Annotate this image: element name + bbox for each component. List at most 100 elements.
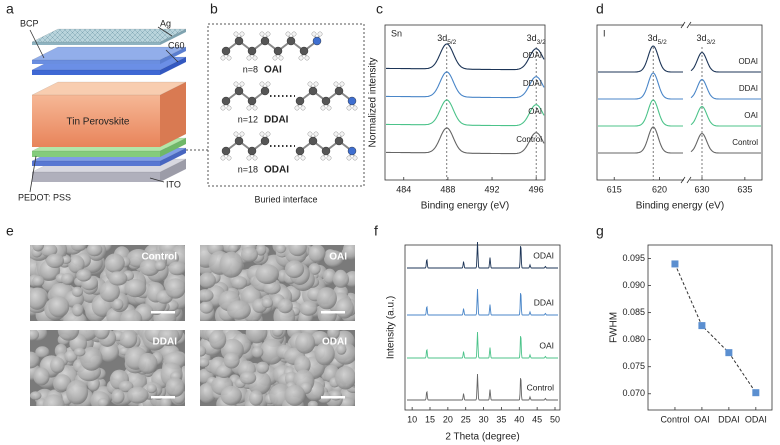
xrd-curve (407, 241, 558, 269)
grain (126, 386, 149, 404)
x-tick-label: 20 (443, 414, 453, 424)
grain (200, 358, 210, 368)
c-atom (321, 96, 331, 106)
grain (165, 377, 185, 397)
panel-label: e (6, 223, 14, 239)
grain (137, 352, 158, 374)
peak-label-sub: 5/2 (658, 39, 667, 46)
grain (80, 346, 103, 371)
h-atom (313, 131, 319, 137)
h-atom (339, 81, 345, 87)
x-tick-label: 630 (694, 184, 709, 194)
x-tick-label: 492 (485, 184, 500, 194)
grain (299, 300, 318, 316)
c-atom (321, 146, 331, 156)
molecule-name: DDAI (264, 115, 289, 126)
spectrum-curve (690, 78, 761, 100)
sem-label: Control (141, 252, 177, 263)
sem-label: DDAI (153, 337, 178, 348)
grain (97, 398, 109, 406)
plot-frame (384, 24, 546, 181)
grain (259, 338, 284, 365)
x-tick-label: 620 (652, 184, 667, 194)
h-atom (346, 105, 352, 111)
grain (311, 331, 329, 346)
h-atom (220, 155, 226, 161)
c-atom (247, 146, 257, 156)
c-atom (273, 46, 283, 56)
h-atom (294, 105, 300, 111)
grain (261, 298, 274, 308)
grain (73, 347, 86, 357)
grain (336, 343, 347, 355)
layer-side (160, 82, 186, 147)
grain (61, 273, 74, 285)
layer-front (32, 42, 160, 45)
spectrum-curve (690, 132, 761, 154)
h-atom (307, 131, 313, 137)
device-labels: BCP Ag C60 Tin Perovskite PEDOT: PSS ITO (18, 18, 208, 202)
layer-top (31, 28, 187, 43)
grain (329, 390, 342, 401)
spectrum-curve (386, 127, 545, 155)
grain (120, 309, 143, 321)
grain (71, 303, 84, 317)
c-atom (260, 136, 270, 146)
grain (139, 259, 160, 277)
h-atom (239, 81, 245, 87)
axis-break (684, 22, 690, 28)
leader (29, 155, 37, 193)
grain (316, 287, 337, 310)
plot-frame (647, 244, 773, 411)
x-tick-label: DDAI (718, 414, 740, 424)
grain (119, 330, 138, 349)
grain (323, 250, 344, 268)
grain (112, 298, 124, 311)
grain (30, 287, 47, 310)
panel-label: d (596, 1, 604, 17)
x-tick-label: 496 (529, 184, 544, 194)
layer-front (32, 60, 160, 64)
c-atom (308, 86, 318, 96)
n-atom (347, 146, 357, 156)
layer-side (160, 57, 186, 75)
h-atom (311, 31, 317, 37)
chain-length: n=8 (243, 64, 258, 74)
series-label: OAI (744, 111, 758, 120)
sem-image (30, 330, 185, 406)
layer-top (31, 46, 187, 61)
x-tick-label: 25 (461, 414, 471, 424)
h-atom (233, 131, 239, 137)
x-tick-label: 40 (514, 414, 524, 424)
c-atom (260, 36, 270, 46)
y-axis-label: Normalized intensity (368, 57, 379, 147)
h-atom (333, 131, 339, 137)
leader (165, 49, 179, 63)
layer-front (32, 161, 160, 166)
grain (248, 390, 263, 406)
grain (30, 330, 39, 341)
x-tick-label: 488 (440, 184, 455, 194)
layer-front (32, 95, 160, 147)
h-atom (246, 105, 252, 111)
grain (33, 367, 50, 386)
marker (671, 260, 679, 268)
h-atom (320, 105, 326, 111)
grain (295, 332, 316, 354)
spectrum-curve (690, 105, 761, 127)
grain (93, 330, 110, 340)
peak-label-sub: 5/2 (447, 39, 456, 46)
h-atom (352, 155, 358, 161)
y-tick-label: 0.090 (622, 280, 645, 290)
grain (46, 253, 65, 269)
h-atom (333, 81, 339, 87)
layer-label: ITO (166, 179, 181, 189)
grain (220, 385, 242, 406)
h-atom (326, 105, 332, 111)
h-atom (320, 155, 326, 161)
panel-label: a (6, 1, 14, 17)
element-label: I (603, 28, 606, 38)
leader (29, 29, 45, 59)
c-atom (234, 36, 244, 46)
h-atom (294, 155, 300, 161)
